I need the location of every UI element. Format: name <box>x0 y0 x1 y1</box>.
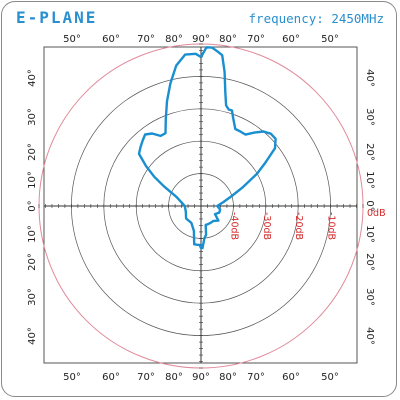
angle-tick-right: 40° <box>364 327 375 345</box>
angle-tick-right: 30° <box>364 288 375 306</box>
pattern-series-line <box>137 46 277 250</box>
angle-tick-left: 30° <box>27 288 38 306</box>
angle-tick-bottom: 70° <box>137 372 155 383</box>
angle-tick-top: 70° <box>247 34 265 45</box>
angle-tick-right: 20° <box>364 253 375 271</box>
radial-label: 0dB <box>367 208 386 219</box>
angle-tick-left: 40° <box>27 69 38 87</box>
angle-tick-bottom: 60° <box>102 372 120 383</box>
radial-label: -10dB <box>326 212 337 240</box>
angle-tick-bottom: 80° <box>219 372 237 383</box>
angle-tick-bottom: 70° <box>247 372 265 383</box>
radial-label: -30dB <box>261 212 272 240</box>
angle-tick-right: 30° <box>364 108 375 126</box>
angle-tick-top: 70° <box>137 34 155 45</box>
angle-tick-bottom: 80° <box>165 372 183 383</box>
angle-tick-right: 0° <box>364 200 375 211</box>
pattern-trace <box>137 46 277 250</box>
angle-tick-top: 90° <box>192 34 210 45</box>
angle-tick-bottom: 60° <box>282 372 300 383</box>
angle-tick-right: 10° <box>364 225 375 243</box>
angle-ticks: 50° 60° 70° 80° 90° 80° 70° 60° 50° 50° 60° 70° 80° 9… <box>27 34 375 383</box>
angle-tick-bottom: 50° <box>321 372 339 383</box>
angle-tick-top: 80° <box>219 34 237 45</box>
angle-tick-left: 10° <box>27 171 38 189</box>
angle-tick-right: 20° <box>364 143 375 161</box>
angle-tick-right: 40° <box>364 69 375 87</box>
radial-labels: -40dB -30dB -20dB -10dB 0dB <box>228 208 385 240</box>
chart-title: E-PLANE <box>16 8 98 27</box>
angle-tick-top: 80° <box>165 34 183 45</box>
radial-label: -40dB <box>228 212 239 240</box>
angle-tick-left: 10° <box>27 225 38 243</box>
angle-tick-right: 10° <box>364 171 375 189</box>
angle-tick-top: 50° <box>63 34 81 45</box>
angle-tick-top: 60° <box>102 34 120 45</box>
angle-tick-top: 60° <box>282 34 300 45</box>
angle-tick-left: 20° <box>27 253 38 271</box>
frequency-label: frequency: 2450MHz <box>248 11 384 26</box>
angle-tick-bottom: 90° <box>192 372 210 383</box>
angle-tick-left: 20° <box>27 143 38 161</box>
angle-tick-left: 40° <box>27 327 38 345</box>
angle-tick-bottom: 50° <box>63 372 81 383</box>
angle-tick-top: 50° <box>321 34 339 45</box>
polar-grid <box>38 43 364 369</box>
radial-label: -20dB <box>293 212 304 240</box>
angle-tick-left: 30° <box>27 108 38 126</box>
angle-tick-left: 0° <box>27 200 38 211</box>
